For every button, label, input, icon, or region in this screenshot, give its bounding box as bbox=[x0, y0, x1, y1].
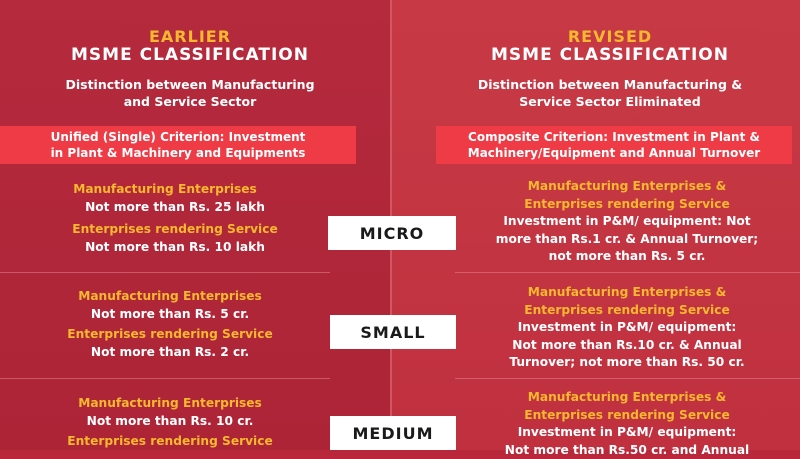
earlier-small-svc-label: Enterprises rendering Service bbox=[67, 327, 273, 341]
earlier-distinction: Distinction between Manufacturing and Se… bbox=[65, 77, 315, 109]
earlier-small-mfg-value: Not more than Rs. 5 cr. bbox=[90, 306, 250, 321]
earlier-micro-svc-label: Enterprises rendering Service bbox=[72, 222, 278, 236]
earlier-criterion-banner: Unified (Single) Criterion: Investment i… bbox=[0, 126, 356, 164]
revised-label: REVISED bbox=[567, 27, 653, 46]
earlier-panel bbox=[0, 0, 392, 450]
revised-micro-block: Manufacturing Enterprises & Enterprises … bbox=[495, 179, 759, 263]
right-divider-medium bbox=[455, 378, 800, 379]
earlier-small-mfg-label: Manufacturing Enterprises bbox=[78, 289, 262, 303]
earlier-micro-block: Manufacturing Enterprises Not more than … bbox=[0, 181, 330, 256]
earlier-medium-mfg-label: Manufacturing Enterprises bbox=[78, 396, 262, 410]
revised-medium-block: Manufacturing Enterprises & Enterprises … bbox=[504, 390, 750, 457]
earlier-micro-mfg-label: Manufacturing Enterprises bbox=[73, 182, 257, 196]
earlier-micro-svc-value: Not more than Rs. 10 lakh bbox=[85, 239, 265, 254]
right-divider-small bbox=[455, 272, 800, 273]
earlier-title: MSME CLASSIFICATION bbox=[71, 45, 309, 65]
earlier-small-block: Manufacturing Enterprises Not more than … bbox=[0, 288, 340, 361]
left-divider-small bbox=[0, 272, 330, 273]
earlier-medium-mfg-value: Not more than Rs. 10 cr. bbox=[86, 413, 254, 428]
earlier-micro-mfg-value: Not more than Rs. 25 lakh bbox=[85, 199, 265, 214]
category-micro: MICRO bbox=[328, 216, 456, 250]
revised-panel bbox=[392, 0, 800, 450]
category-small: SMALL bbox=[330, 315, 456, 349]
left-divider-medium bbox=[0, 378, 330, 379]
earlier-label: EARLIER bbox=[148, 27, 232, 46]
revised-criterion-banner: Composite Criterion: Investment in Plant… bbox=[436, 126, 792, 164]
earlier-medium-svc-label: Enterprises rendering Service bbox=[67, 434, 273, 448]
revised-title: MSME CLASSIFICATION bbox=[491, 45, 729, 65]
earlier-small-svc-value: Not more than Rs. 2 cr. bbox=[90, 344, 250, 359]
earlier-medium-block: Manufacturing Enterprises Not more than … bbox=[0, 395, 340, 451]
revised-small-block: Manufacturing Enterprises & Enterprises … bbox=[509, 285, 745, 369]
category-medium: MEDIUM bbox=[330, 416, 456, 450]
revised-distinction: Distinction between Manufacturing & Serv… bbox=[477, 77, 743, 109]
